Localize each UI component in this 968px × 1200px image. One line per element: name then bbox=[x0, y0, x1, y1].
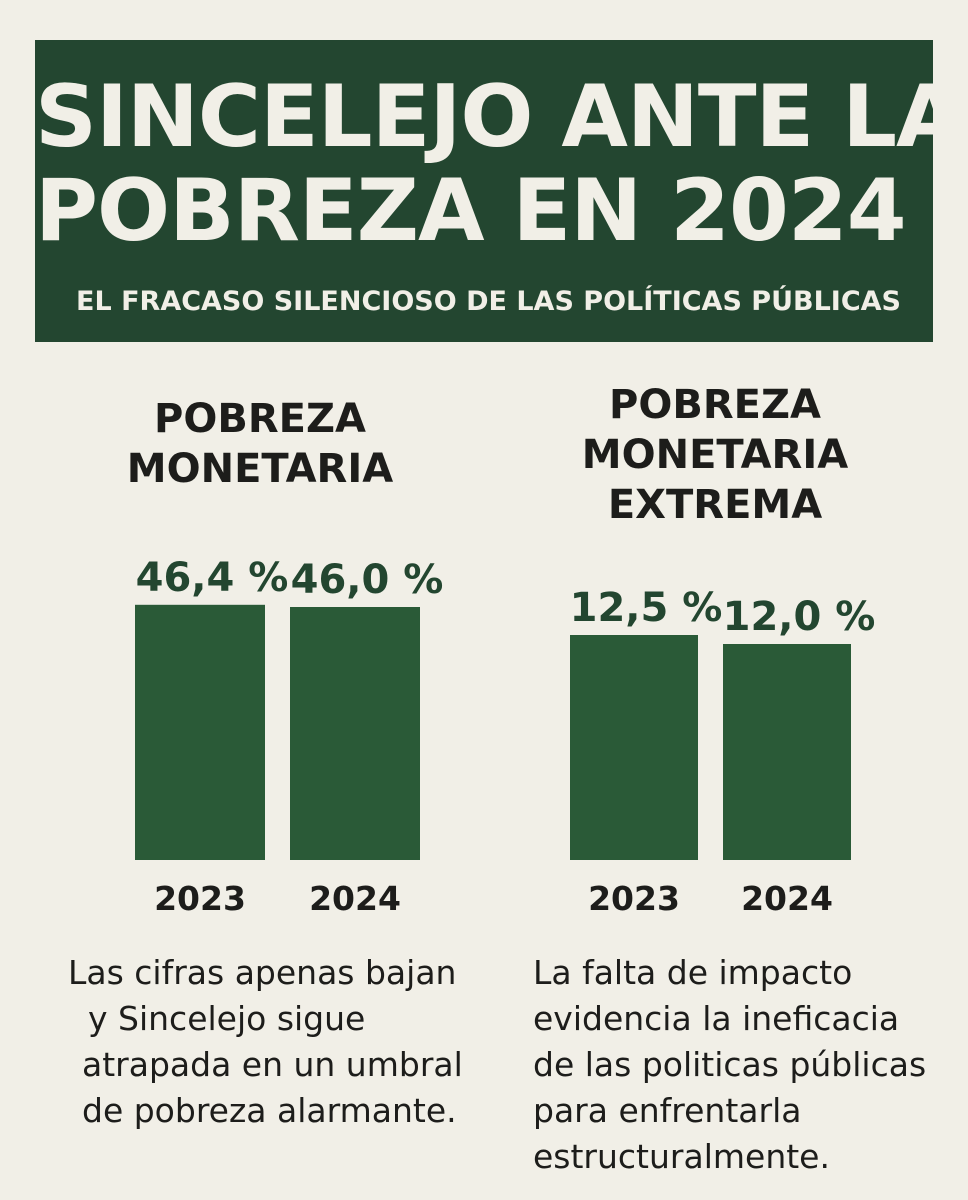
caption-line: La falta de impacto bbox=[533, 953, 853, 992]
caption-line: estructuralmente. bbox=[533, 1137, 830, 1176]
data-label-2023: 12,5 % bbox=[570, 585, 723, 631]
chart-2-title: POBREZA MONETARIA EXTREMA bbox=[565, 380, 865, 530]
chart-1-poverty: 46,4 % 2023 46,0 % 2024 bbox=[135, 555, 444, 918]
chart-2-title-line: EXTREMA bbox=[607, 482, 823, 528]
chart-2-caption: La falta de impacto evidencia la inefica… bbox=[533, 950, 926, 1180]
chart-2-extreme-poverty: 12,5 % 2023 12,0 % 2024 bbox=[570, 585, 876, 918]
title-line-2: POBREZA EN 2024 bbox=[35, 161, 907, 261]
bar-2023 bbox=[135, 604, 265, 860]
caption-line: atrapada en un umbral bbox=[82, 1045, 463, 1084]
chart-1-caption: Las cifras apenas bajan y Sincelejo sigu… bbox=[68, 950, 463, 1134]
data-label-2023: 46,4 % bbox=[136, 555, 289, 601]
header-banner: SINCELEJO ANTE LA POBREZA EN 2024 EL FRA… bbox=[35, 40, 963, 342]
x-tick-label-2024: 2024 bbox=[309, 879, 401, 918]
caption-line: evidencia la ineficacia bbox=[533, 999, 900, 1038]
bar-2023 bbox=[570, 635, 698, 860]
chart-1-title-line: MONETARIA bbox=[126, 446, 394, 492]
chart-2-title-line: POBREZA bbox=[609, 382, 821, 428]
title-line-1: SINCELEJO ANTE LA bbox=[35, 67, 963, 167]
chart-1-title: POBREZA MONETARIA bbox=[110, 394, 410, 494]
x-tick-label-2023: 2023 bbox=[154, 879, 246, 918]
x-tick-label-2024: 2024 bbox=[741, 879, 833, 918]
bar-2024 bbox=[290, 607, 420, 860]
caption-line: para enfrentarla bbox=[533, 1091, 802, 1130]
data-label-2024: 46,0 % bbox=[291, 557, 444, 603]
subtitle: EL FRACASO SILENCIOSO DE LAS POLÍTICAS P… bbox=[76, 286, 901, 317]
bar-2024 bbox=[723, 644, 851, 860]
caption-line: y Sincelejo sigue bbox=[88, 999, 366, 1038]
caption-line: Las cifras apenas bajan bbox=[68, 953, 457, 992]
chart-2-title-line: MONETARIA bbox=[581, 432, 849, 478]
caption-line: de las politicas públicas bbox=[533, 1045, 927, 1084]
caption-line: de pobreza alarmante. bbox=[82, 1091, 457, 1130]
chart-1-title-line: POBREZA bbox=[154, 396, 366, 442]
x-tick-label-2023: 2023 bbox=[588, 879, 680, 918]
data-label-2024: 12,0 % bbox=[723, 594, 876, 640]
